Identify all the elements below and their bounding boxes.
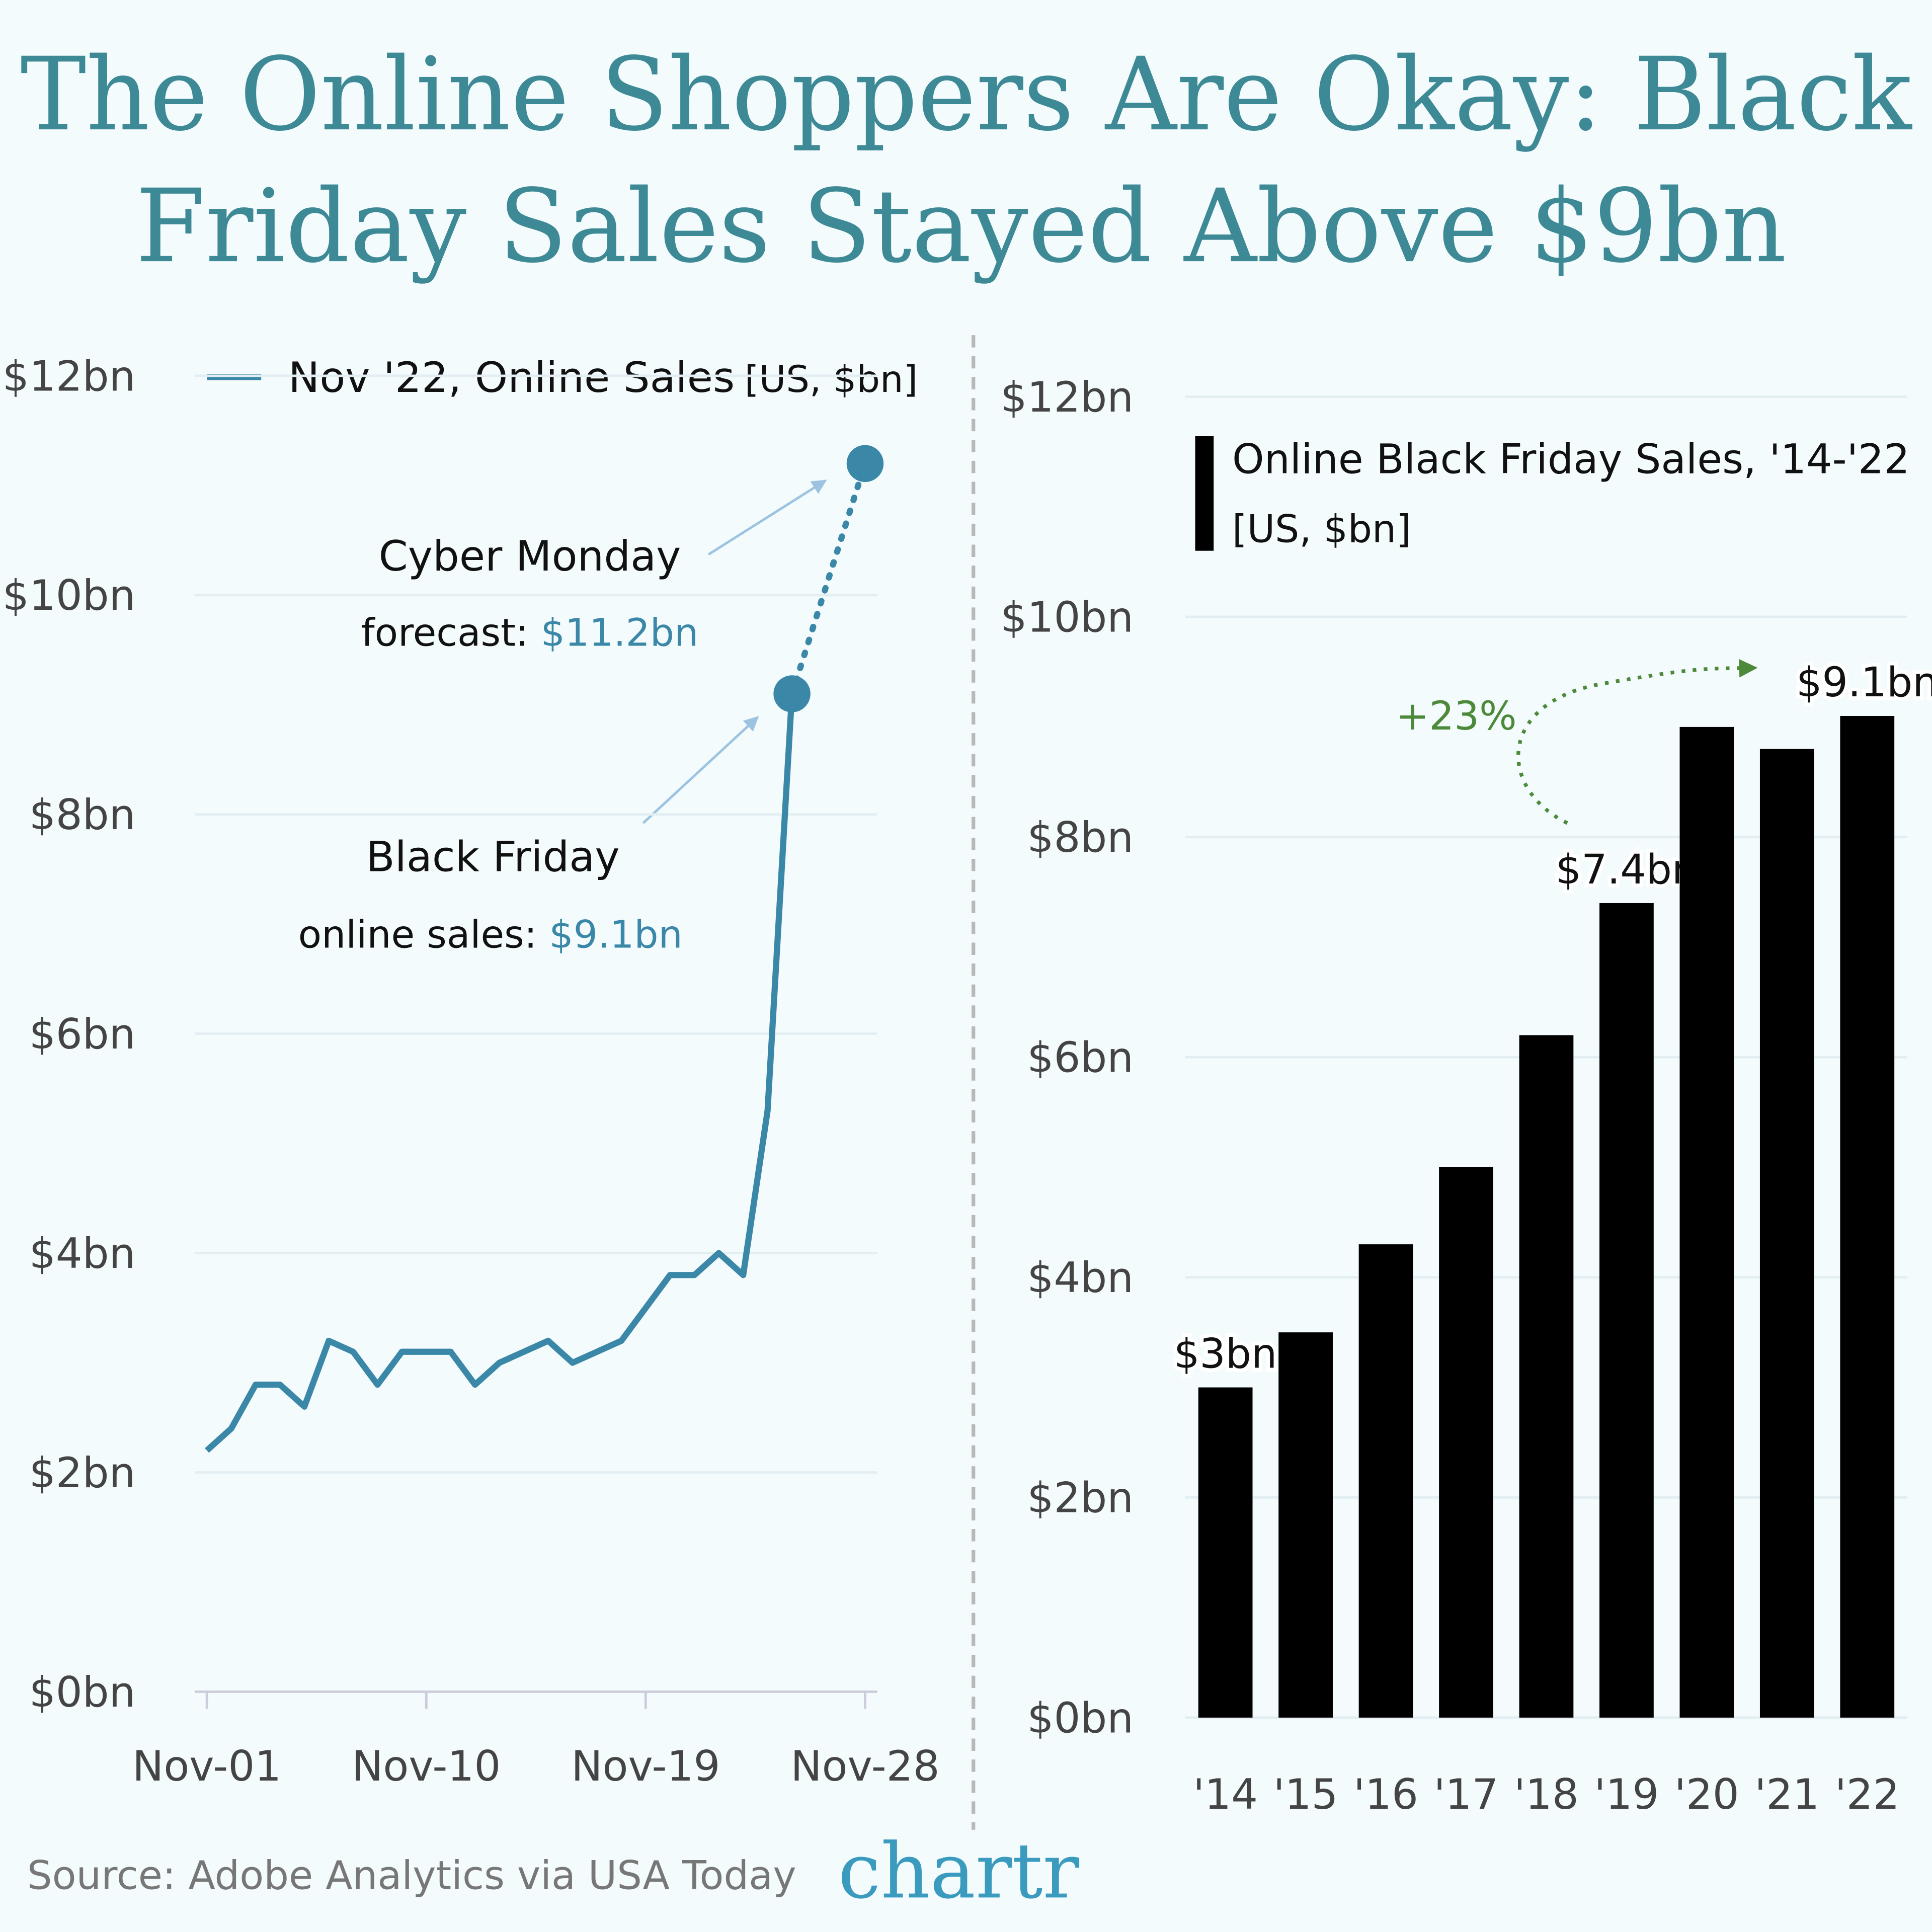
- y-tick-label: $2bn: [29, 1448, 136, 1497]
- y-tick-label: $4bn: [1027, 1253, 1134, 1302]
- legend-units: [US, $bn]: [1232, 507, 1411, 551]
- annotation-arrow: [642, 716, 759, 824]
- x-tick-label: '15: [1273, 1770, 1338, 1819]
- legend-swatch: [1195, 436, 1214, 551]
- annotation-value: $11.2bn: [541, 610, 699, 655]
- bar: [1519, 1035, 1574, 1718]
- title-line: The Online Shoppers Are Okay: Black: [20, 36, 1912, 153]
- title-line: Friday Sales Stayed Above $9bn: [135, 168, 1787, 285]
- x-tick-label: Nov-28: [790, 1742, 939, 1791]
- x-tick-label: Nov-10: [352, 1742, 501, 1791]
- bar: [1278, 1332, 1333, 1718]
- bar: [1439, 1167, 1493, 1718]
- annotation-title: Black Friday: [366, 832, 620, 881]
- growth-arrow: [1516, 659, 1758, 825]
- annotation-text: online sales: $9.1bn: [298, 912, 683, 956]
- bar: [1759, 749, 1814, 1718]
- y-tick-label: $6bn: [29, 1010, 136, 1059]
- legend-label: Nov '22, Online Sales [US, $bn]: [288, 353, 918, 402]
- legend-label: Online Black Friday Sales, '14-'22: [1232, 436, 1910, 483]
- line: [205, 693, 795, 1453]
- value-label: $3bn: [1174, 1330, 1277, 1378]
- logo: chartr: [838, 1826, 1080, 1915]
- annotation-title: Cyber Monday: [379, 532, 681, 581]
- x-tick-label: '22: [1835, 1770, 1900, 1819]
- bar: [1358, 1244, 1413, 1718]
- growth-label: +23%: [1396, 693, 1517, 739]
- y-tick-label: $2bn: [1027, 1474, 1134, 1522]
- value-label: $9.1bn: [1796, 659, 1932, 706]
- y-tick-label: $10bn: [3, 571, 136, 620]
- y-tick-label: $8bn: [29, 790, 136, 839]
- x-tick-label: '20: [1674, 1770, 1739, 1819]
- y-tick-label: $4bn: [29, 1229, 136, 1278]
- forecast-point: [846, 445, 884, 482]
- annotation-text: forecast: $11.2bn: [361, 610, 698, 655]
- bar: [1840, 716, 1895, 1718]
- y-tick-label: $0bn: [1027, 1694, 1134, 1742]
- bar: [1198, 1387, 1253, 1718]
- annotation-label: forecast:: [361, 610, 541, 655]
- x-tick-label: '19: [1594, 1770, 1659, 1819]
- annotation-value: $9.1bn: [549, 912, 682, 956]
- x-tick-label: '17: [1434, 1770, 1499, 1819]
- forecast-point: [773, 675, 811, 712]
- x-tick-label: Nov-01: [132, 1742, 281, 1791]
- x-tick-label: Nov-19: [571, 1742, 720, 1791]
- annotation-label: online sales:: [298, 912, 549, 956]
- y-tick-label: $12bn: [3, 352, 136, 400]
- y-tick-label: $0bn: [29, 1668, 136, 1717]
- source: Source: Adobe Analytics via USA Today: [27, 1853, 796, 1898]
- annotation-arrow: [707, 479, 827, 556]
- y-tick-label: $6bn: [1027, 1033, 1134, 1082]
- y-tick-label: $8bn: [1027, 813, 1134, 862]
- legend-units: [US, $bn]: [745, 358, 918, 401]
- y-tick-label: $12bn: [1001, 373, 1134, 422]
- y-tick-label: $10bn: [1001, 593, 1134, 642]
- bar: [1679, 727, 1734, 1718]
- legend-name: Nov '22, Online Sales: [288, 353, 735, 402]
- forecast-line: [788, 460, 868, 697]
- x-tick-label: '18: [1514, 1770, 1579, 1819]
- x-tick-label: '16: [1353, 1770, 1418, 1819]
- value-label: $7.4bn: [1556, 846, 1698, 894]
- bar: [1599, 903, 1654, 1718]
- x-tick-label: '14: [1193, 1770, 1258, 1819]
- x-tick-label: '21: [1754, 1770, 1819, 1819]
